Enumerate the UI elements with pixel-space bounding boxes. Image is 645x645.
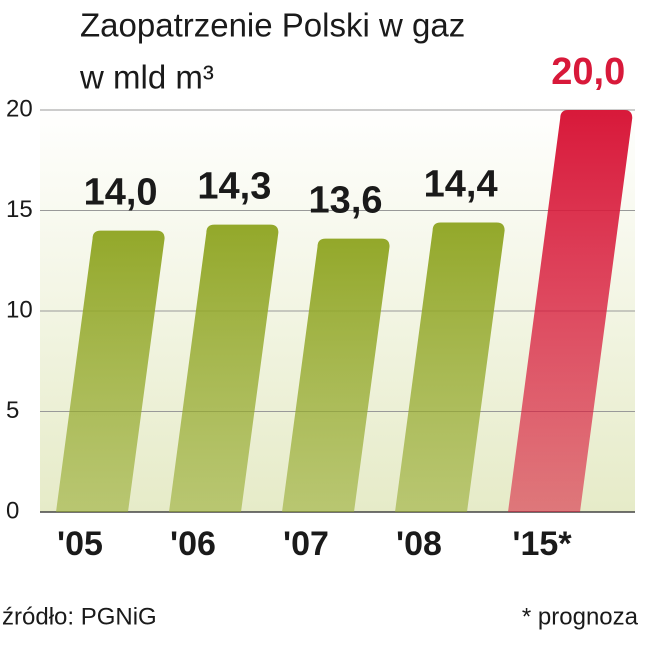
value-label: 14,4 [424, 164, 498, 206]
note: * prognoza [522, 603, 639, 630]
x-tick-label: '05 [57, 525, 103, 563]
y-tick-label: 5 [6, 397, 19, 424]
source: źródło: PGNiG [2, 603, 157, 630]
bar [508, 110, 633, 512]
bar [169, 224, 279, 512]
x-tick-label: '07 [283, 525, 329, 563]
chart-subtitle: w mld m³ [79, 59, 214, 96]
bar [395, 222, 505, 512]
chart-title: Zaopatrzenie Polski w gaz [80, 7, 465, 44]
bar [56, 230, 165, 512]
y-tick-label: 0 [6, 497, 19, 524]
x-tick-label: '08 [396, 525, 442, 563]
value-label: 13,6 [309, 180, 383, 222]
value-label: 14,3 [197, 166, 271, 208]
y-tick-label: 10 [6, 296, 33, 323]
x-tick-label: '15* [512, 525, 572, 563]
value-label: 20,0 [551, 51, 625, 93]
value-label: 14,0 [84, 172, 158, 214]
bar [282, 238, 390, 512]
y-tick-label: 15 [6, 196, 33, 223]
y-tick-label: 20 [6, 95, 33, 122]
x-tick-label: '06 [170, 525, 216, 563]
